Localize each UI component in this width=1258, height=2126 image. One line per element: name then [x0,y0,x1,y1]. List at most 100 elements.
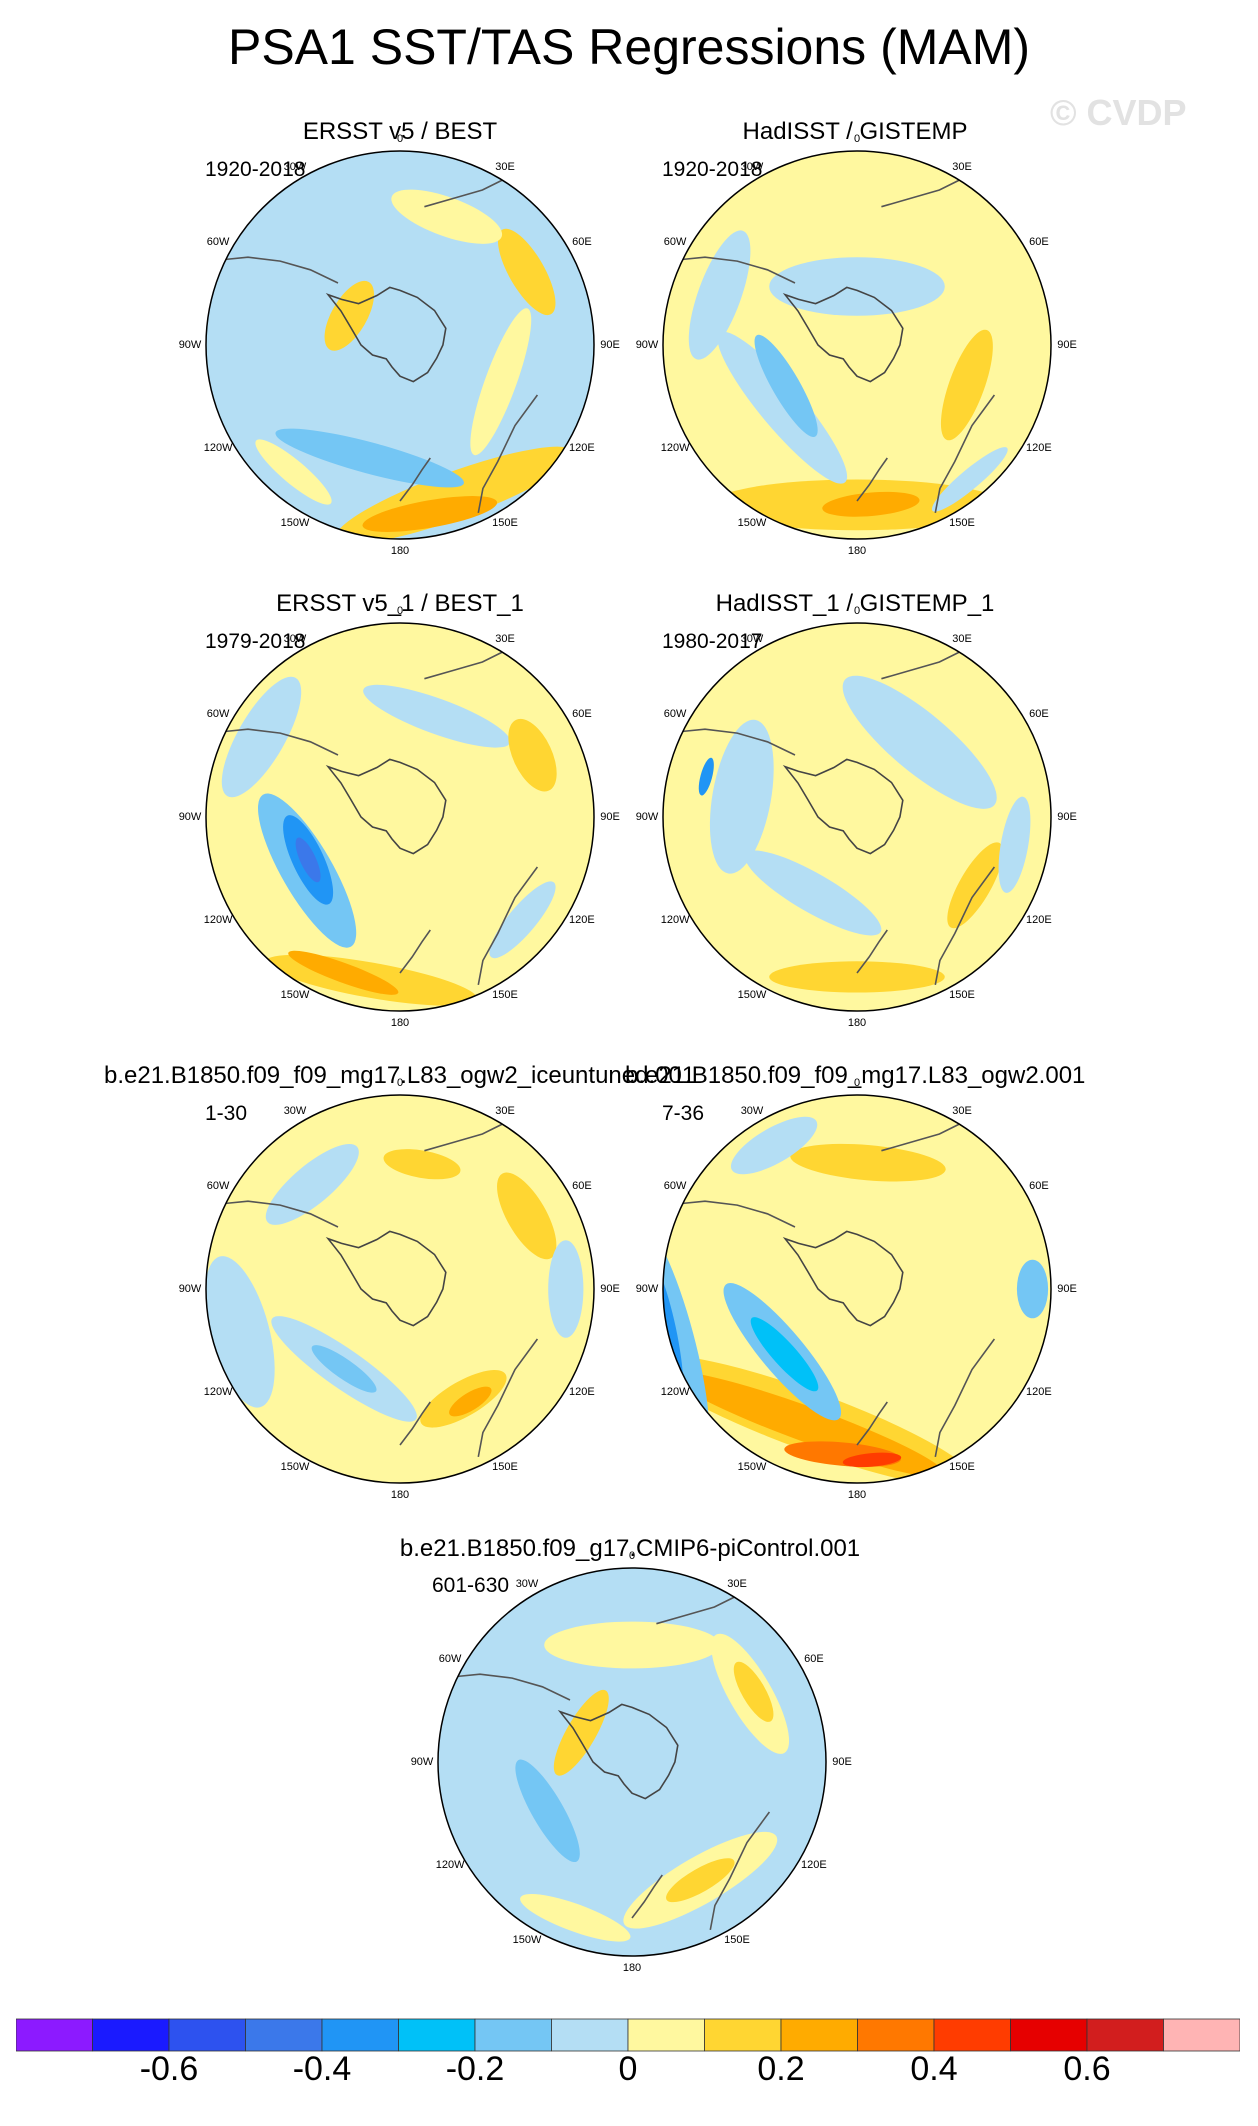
antarctica-coastline [325,286,447,383]
colorbar-swatch [168,2018,246,2052]
lon-label: 90E [1057,811,1077,823]
lon-label: 60W [663,236,687,248]
panel-period-6: 7-36 [662,1102,705,1125]
panel-title-5: b.e21.B1850.f09_f09_mg17.L83_ogw2_iceunt… [104,1062,696,1089]
coastline-3 [934,394,996,514]
coastline-1 [456,1673,571,1701]
anomaly-region-7 [548,1240,584,1338]
anomaly-region-2 [709,719,774,874]
colorbar-swatch [1010,2018,1088,2052]
panel-period-5: 1-30 [205,1102,248,1125]
anomaly-region-4 [744,850,882,936]
colorbar-swatch [1163,2018,1241,2052]
anomaly-region-2 [311,1345,377,1393]
panel-period-7: 601-630 [432,1574,510,1597]
colorbar-tick-label: 0 [618,2050,638,2088]
colorbar-swatch [398,2018,476,2052]
lon-label: 90E [600,811,620,823]
lon-label: 30E [952,632,972,645]
panel-period-2: 1920-2018 [662,158,763,181]
map-border [662,150,1052,540]
coastline-4 [399,929,431,974]
lon-label: 90W [410,1756,434,1768]
lon-label: 30E [495,160,515,173]
lon-label: 0 [396,1077,404,1089]
lon-label: 60W [206,708,230,720]
anomaly-region-9 [489,881,556,959]
panel-title-6: b.e21.B1850.f09_f09_mg17.L83_ogw2.001 [625,1062,1086,1089]
lon-label: 90E [1057,1283,1077,1295]
panel-title-7: b.e21.B1850.f09_g17.CMIP6-piControl.001 [399,1535,861,1562]
antarctica-coastline [325,758,447,855]
anomaly-region-8 [508,718,557,792]
lon-label: 60E [572,708,592,720]
panel-period-4: 1980-2017 [662,630,763,653]
coastline-1 [224,256,339,284]
lon-label: 150W [280,517,310,530]
anomaly-region-3 [698,757,714,796]
anomaly-region-2 [666,1858,735,1903]
lon-label: 120E [801,1859,827,1871]
colorbar-swatch [704,2018,782,2052]
lon-label: 120E [1026,914,1052,926]
lon-label: 30W [283,1104,307,1117]
colorbar-swatch [15,2018,93,2052]
map-border [205,1094,595,1484]
colorbar-svg [15,2018,1241,2052]
coastline-2 [881,650,961,680]
panel-period-1: 1920-2018 [205,158,306,181]
panel-title-2: HadISST / GISTEMP [742,118,968,145]
colorbar-tick-label: -0.2 [445,2050,505,2088]
anomaly-region-4 [733,1661,774,1722]
coastline-3 [477,866,539,986]
lon-label: 90E [600,339,620,351]
map-border [205,622,595,1012]
anomaly-region-2 [362,496,498,532]
lon-label: 30E [952,160,972,173]
anomaly-region-6 [221,676,302,798]
anomaly-region-4 [842,1452,902,1468]
anomaly-region-5 [497,228,556,316]
anomaly-region-7 [470,308,532,456]
lon-label: 150E [492,989,518,1002]
lon-label: 30W [283,160,307,173]
coastline-1 [681,728,796,756]
lon-label: 0 [853,605,861,617]
lon-label: 0 [396,605,404,617]
lon-label: 90W [178,811,202,823]
lon-label: 150E [724,1934,750,1947]
lon-label: 180 [390,545,410,557]
antarctica-coastline [782,758,904,855]
colorbar-swatch [245,2018,323,2052]
antarctica-coastline [557,1703,679,1800]
lon-label: 30W [283,632,307,645]
map-border [662,622,1052,1012]
colorbar-swatch [857,2018,935,2052]
anomaly-region-10 [1016,1259,1049,1319]
lon-label: 60W [206,1180,230,1192]
anomaly-region-4 [275,428,464,488]
lon-label: 90W [635,811,659,823]
map-border [662,1094,1052,1484]
anomaly-region-5 [769,961,945,993]
anomaly-region-9 [790,1143,946,1182]
colorbar-swatch [474,2018,552,2052]
anomaly-region-8 [520,1894,631,1942]
coastline-1 [224,728,339,756]
lon-label: 150W [737,1461,767,1474]
colorbar-swatch [933,2018,1011,2052]
lon-label: 150E [949,1461,975,1474]
colorbar-tick-label: 0.4 [910,2050,958,2088]
lon-label: 180 [847,545,867,557]
lon-label: 150W [280,989,310,1002]
anomaly-region-1 [842,675,997,809]
colorbar-swatch [627,2018,705,2052]
anomaly-region-11 [730,1116,818,1175]
coastline-2 [881,178,961,208]
lon-label: 150E [949,989,975,1002]
anomaly-region-3 [717,331,848,484]
lon-label: 150E [949,517,975,530]
lon-label: 60W [663,1180,687,1192]
colorbar-tick-label: -0.4 [292,2050,352,2088]
lon-label: 30E [727,1577,747,1590]
